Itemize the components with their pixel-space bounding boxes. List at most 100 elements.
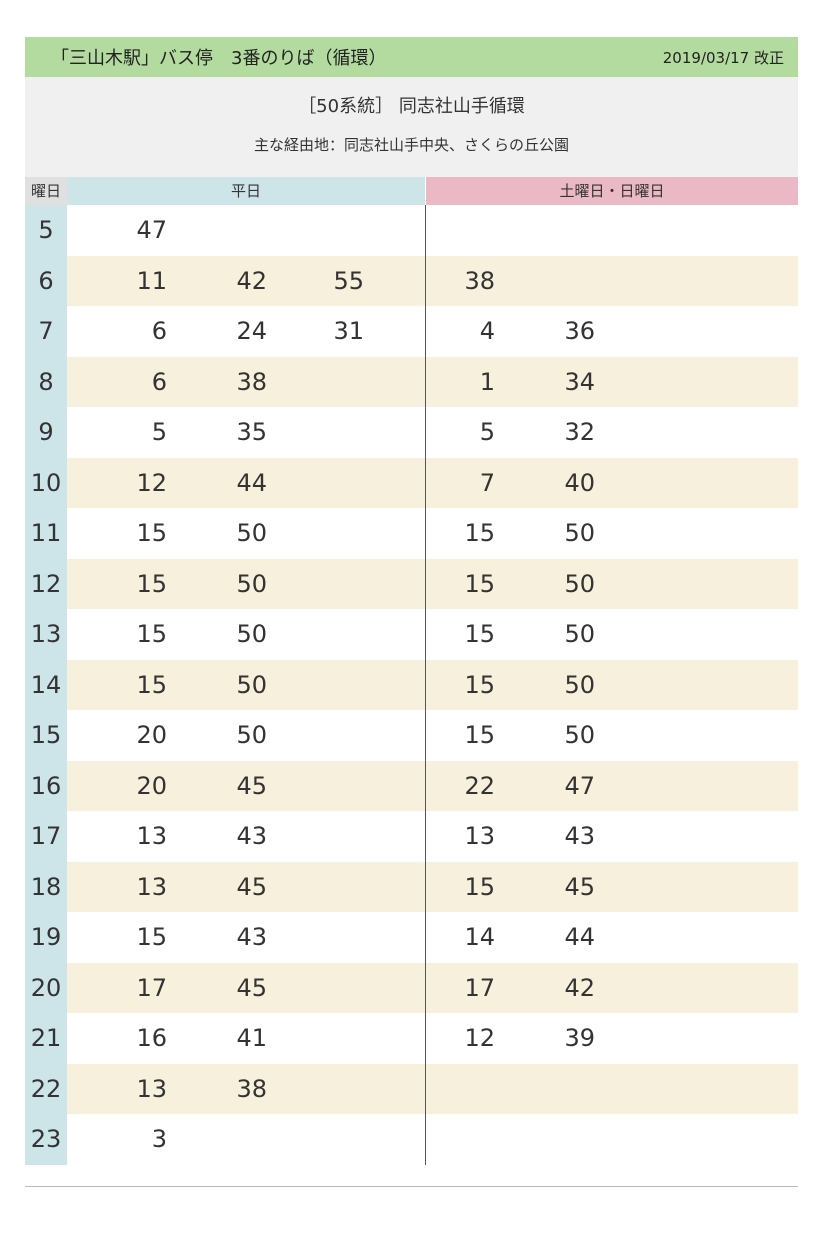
title-bar: 「三山木駅」バス停 3番のりば（循環） 2019/03/17 改正	[25, 37, 798, 77]
table-row: 5 47	[25, 205, 798, 256]
table-row: 6 11 42 55 38	[25, 255, 798, 306]
hour-cell: 9	[25, 407, 67, 458]
holiday-minute: 7	[479, 468, 495, 497]
holiday-minute: 50	[564, 670, 595, 699]
weekday-minute: 43	[236, 822, 267, 850]
weekday-minute: 5	[151, 418, 167, 446]
holiday-minute: 38	[464, 266, 495, 295]
weekday-cell: 15 50	[67, 659, 425, 710]
route-info: ［50系統］ 同志社山手循環 主な経由地：同志社山手中央、さくらの丘公園	[25, 77, 798, 177]
table-row: 9 5 35 5 32	[25, 407, 798, 458]
holiday-cell: 15 50	[425, 508, 798, 559]
hour-cell: 11	[25, 508, 67, 559]
hour-cell: 7	[25, 306, 67, 357]
hour-cell: 20	[25, 962, 67, 1013]
weekday-minute: 15	[136, 519, 167, 547]
table-row: 11 15 50 15 50	[25, 508, 798, 559]
weekday-minute: 45	[236, 973, 267, 1002]
holiday-minute: 12	[464, 1024, 495, 1052]
holiday-minute: 15	[464, 569, 495, 598]
column-divider	[425, 205, 426, 1165]
holiday-minute: 13	[464, 822, 495, 850]
holiday-cell: 14 44	[425, 912, 798, 963]
holiday-minute: 50	[564, 569, 595, 598]
weekday-minute: 15	[136, 620, 167, 648]
revision-date: 2019/03/17 改正	[662, 48, 784, 67]
hour-cell: 16	[25, 760, 67, 811]
weekday-cell: 16 41	[67, 1013, 425, 1064]
holiday-minute: 50	[564, 721, 595, 749]
holiday-cell: 13 43	[425, 811, 798, 862]
weekday-minute: 43	[236, 923, 267, 951]
weekday-cell: 3	[67, 1114, 425, 1165]
hour-cell: 15	[25, 710, 67, 761]
weekday-minute: 50	[236, 721, 267, 749]
table-row: 10 12 44 7 40	[25, 457, 798, 508]
hour-cell: 8	[25, 356, 67, 407]
hour-cell: 17	[25, 811, 67, 862]
weekday-minute: 41	[236, 1024, 267, 1052]
hour-cell: 6	[25, 255, 67, 306]
holiday-cell: 4 36	[425, 306, 798, 357]
table-row: 8 6 38 1 34	[25, 356, 798, 407]
hour-cell: 12	[25, 558, 67, 609]
weekday-cell: 15 50	[67, 508, 425, 559]
table-row: 15 20 50 15 50	[25, 710, 798, 761]
weekday-minute: 50	[236, 670, 267, 699]
table-row: 22 13 38	[25, 1063, 798, 1114]
weekday-minute: 45	[236, 771, 267, 800]
weekday-cell: 12 44	[67, 457, 425, 508]
holiday-cell: 15 50	[425, 710, 798, 761]
weekday-column-header: 平日	[67, 177, 425, 205]
weekday-minute: 6	[151, 367, 167, 396]
hour-cell: 19	[25, 912, 67, 963]
weekday-cell: 6 24 31	[67, 306, 425, 357]
timetable-sheet: 「三山木駅」バス停 3番のりば（循環） 2019/03/17 改正 ［50系統］…	[25, 37, 798, 1165]
weekday-minute: 50	[236, 620, 267, 648]
weekday-minute: 47	[136, 216, 167, 244]
table-row: 7 6 24 31 4 36	[25, 306, 798, 357]
table-row: 17 13 43 13 43	[25, 811, 798, 862]
holiday-minute: 43	[564, 822, 595, 850]
weekday-minute: 50	[236, 569, 267, 598]
route-via: 主な経由地：同志社山手中央、さくらの丘公園	[253, 136, 569, 154]
holiday-cell: 15 50	[425, 609, 798, 660]
weekday-cell: 11 42 55	[67, 255, 425, 306]
weekday-minute: 15	[136, 670, 167, 699]
weekday-minute: 20	[136, 771, 167, 800]
weekday-minute: 13	[136, 822, 167, 850]
holiday-cell: 5 32	[425, 407, 798, 458]
column-header: 曜日 平日 土曜日・日曜日	[25, 177, 798, 205]
weekday-cell: 20 50	[67, 710, 425, 761]
holiday-minute: 45	[564, 872, 595, 901]
holiday-cell	[425, 205, 798, 256]
weekday-minute: 45	[236, 872, 267, 901]
weekday-minute: 44	[236, 468, 267, 497]
holiday-minute: 4	[479, 317, 495, 345]
holiday-cell	[425, 1063, 798, 1114]
bottom-rule	[25, 1186, 798, 1187]
weekday-cell: 13 38	[67, 1063, 425, 1114]
table-row: 14 15 50 15 50	[25, 659, 798, 710]
weekday-cell: 15 50	[67, 609, 425, 660]
weekday-minute: 15	[136, 923, 167, 951]
table-row: 20 17 45 17 42	[25, 962, 798, 1013]
hour-cell: 13	[25, 609, 67, 660]
hour-cell: 22	[25, 1063, 67, 1114]
holiday-cell: 17 42	[425, 962, 798, 1013]
weekday-minute: 13	[136, 872, 167, 901]
holiday-minute: 5	[479, 418, 495, 446]
holiday-cell: 12 39	[425, 1013, 798, 1064]
holiday-minute: 15	[464, 519, 495, 547]
hour-cell: 14	[25, 659, 67, 710]
holiday-minute: 14	[464, 923, 495, 951]
holiday-cell: 15 50	[425, 659, 798, 710]
table-row: 21 16 41 12 39	[25, 1013, 798, 1064]
weekday-cell: 6 38	[67, 356, 425, 407]
table-row: 12 15 50 15 50	[25, 558, 798, 609]
holiday-minute: 40	[564, 468, 595, 497]
weekday-minute: 6	[151, 317, 167, 345]
holiday-minute: 34	[564, 367, 595, 396]
weekday-cell: 13 45	[67, 861, 425, 912]
holiday-minute: 1	[479, 367, 495, 396]
